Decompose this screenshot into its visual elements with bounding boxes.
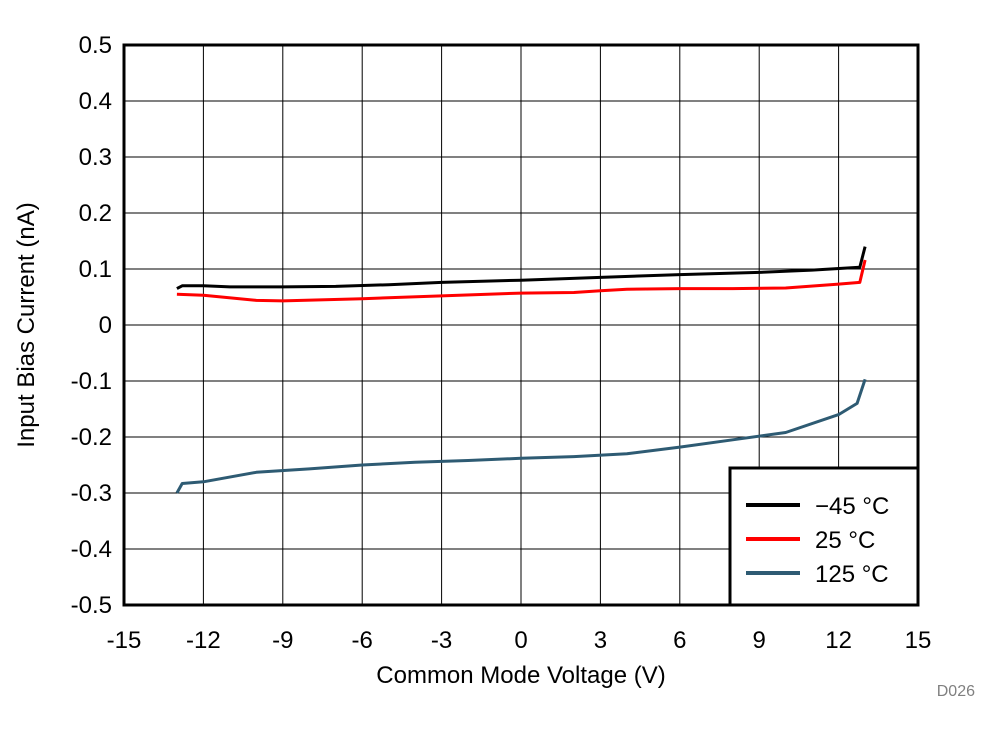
x-tick-label: -12 xyxy=(186,627,221,654)
x-tick-label: -15 xyxy=(107,627,142,654)
y-axis-title: Input Bias Current (nA) xyxy=(13,202,40,447)
x-axis-title: Common Mode Voltage (V) xyxy=(376,662,665,689)
legend-label: −45 °C xyxy=(815,493,889,520)
series-line xyxy=(176,259,867,303)
x-tick-label: 15 xyxy=(905,627,932,654)
x-tick-label: 9 xyxy=(753,627,766,654)
y-tick-label: -0.3 xyxy=(71,480,112,507)
y-tick-label: 0.4 xyxy=(79,88,112,115)
x-tick-label: -6 xyxy=(352,627,373,654)
series-line xyxy=(175,378,867,494)
x-tick-label: 6 xyxy=(673,627,686,654)
y-tick-label: 0.1 xyxy=(79,256,112,283)
x-tick-label: 0 xyxy=(514,627,527,654)
y-tick-labels: 0.5 0.4 0.3 0.2 0.1 0 -0.1 -0.2 -0.3 -0.4 -0.5 xyxy=(71,32,112,619)
legend-label: 125 °C xyxy=(815,561,889,588)
plot-frame xyxy=(122,43,920,607)
y-tick-label: 0.2 xyxy=(79,200,112,227)
legend: −45 °C 25 °C 125 °C xyxy=(728,466,920,607)
y-tick-label: -0.5 xyxy=(71,592,112,619)
x-tick-label: 12 xyxy=(825,627,852,654)
x-tick-label: -9 xyxy=(272,627,293,654)
y-tick-label: -0.1 xyxy=(71,368,112,395)
y-tick-label: 0.5 xyxy=(79,32,112,59)
series-lines xyxy=(175,246,867,494)
x-tick-label: 3 xyxy=(594,627,607,654)
legend-box xyxy=(728,466,920,607)
series-line xyxy=(176,246,867,290)
y-tick-label: -0.4 xyxy=(71,536,112,563)
y-tick-label: 0.3 xyxy=(79,144,112,171)
grid-lines xyxy=(124,45,918,605)
x-tick-labels: -15 -12 -9 -6 -3 0 3 6 9 12 15 xyxy=(107,627,932,654)
figure-code: D026 xyxy=(937,683,975,700)
x-tick-label: -3 xyxy=(431,627,452,654)
legend-label: 25 °C xyxy=(815,527,875,554)
y-tick-label: 0 xyxy=(99,312,112,339)
y-tick-label: -0.2 xyxy=(71,424,112,451)
